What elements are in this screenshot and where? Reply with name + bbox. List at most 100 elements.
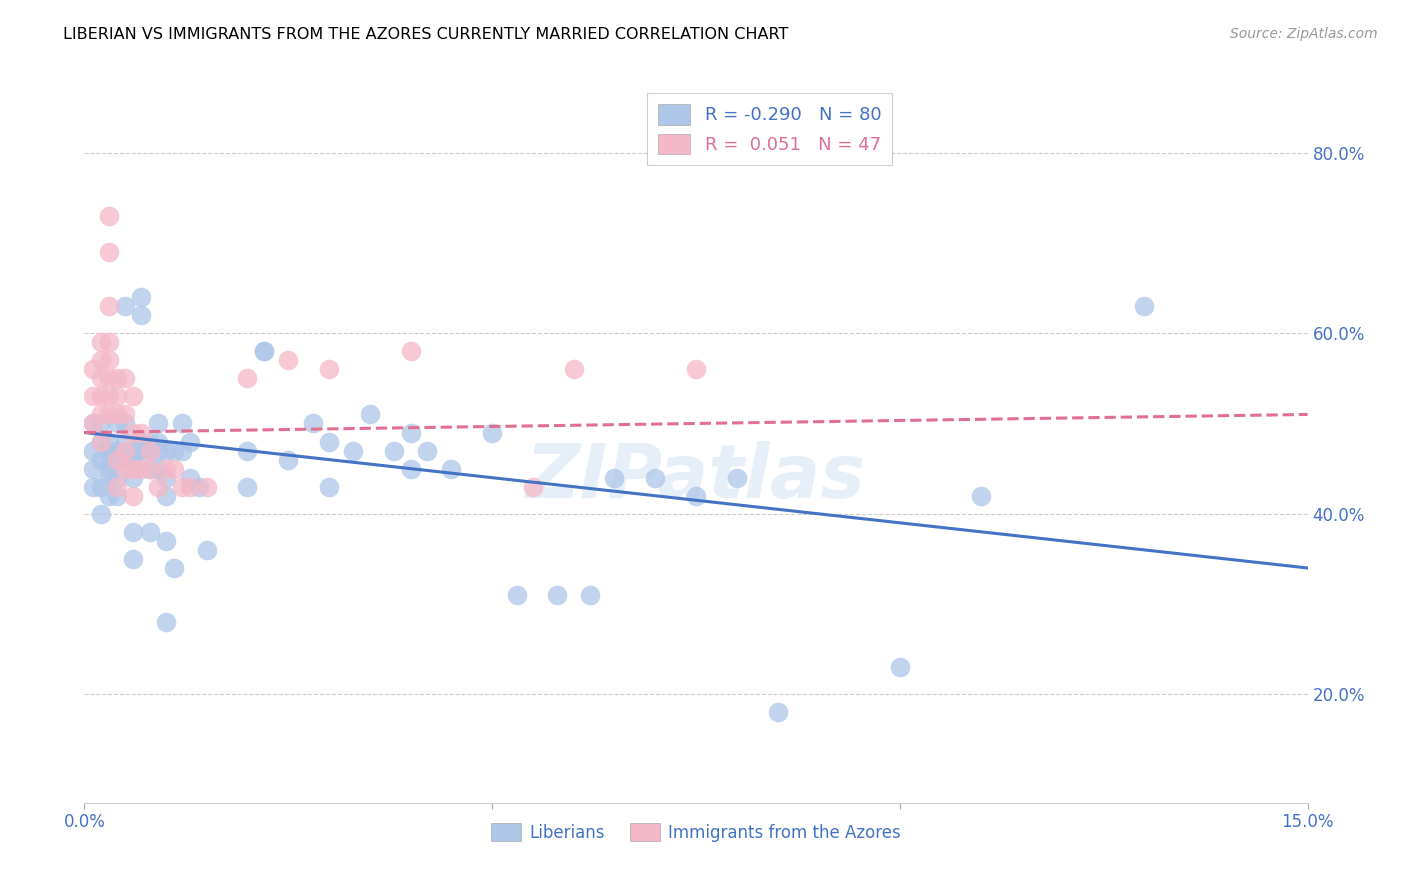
Point	[970, 489, 993, 503]
Point	[114, 461, 136, 475]
Point	[82, 417, 104, 431]
Point	[253, 344, 276, 359]
Point	[122, 552, 145, 566]
Point	[122, 489, 145, 503]
Point	[105, 443, 128, 458]
Point	[318, 434, 340, 449]
Point	[146, 434, 169, 449]
Point	[725, 471, 748, 485]
Point	[97, 434, 120, 449]
Point	[146, 417, 169, 431]
Point	[342, 443, 364, 458]
Point	[105, 417, 128, 431]
Point	[172, 417, 194, 431]
Point	[146, 443, 169, 458]
Point	[685, 489, 707, 503]
Point	[138, 434, 160, 449]
Point	[138, 524, 160, 539]
Point	[97, 471, 120, 485]
Point	[172, 443, 194, 458]
Point	[416, 443, 439, 458]
Point	[114, 299, 136, 313]
Point	[114, 417, 136, 431]
Point	[399, 344, 422, 359]
Text: Source: ZipAtlas.com: Source: ZipAtlas.com	[1230, 27, 1378, 41]
Point	[90, 434, 112, 449]
Point	[138, 443, 160, 458]
Point	[318, 480, 340, 494]
Point	[131, 443, 153, 458]
Point	[97, 461, 120, 475]
Point	[236, 371, 259, 385]
Point	[105, 389, 128, 403]
Point	[97, 489, 120, 503]
Point	[97, 452, 120, 467]
Point	[131, 461, 153, 475]
Point	[155, 533, 177, 548]
Point	[146, 461, 169, 475]
Point	[1133, 299, 1156, 313]
Point	[179, 480, 201, 494]
Point	[146, 480, 169, 494]
Point	[889, 660, 911, 674]
Point	[277, 353, 299, 368]
Point	[105, 371, 128, 385]
Point	[105, 452, 128, 467]
Point	[318, 362, 340, 376]
Point	[131, 425, 153, 440]
Legend: Liberians, Immigrants from the Azores: Liberians, Immigrants from the Azores	[484, 817, 908, 848]
Point	[603, 471, 626, 485]
Point	[253, 344, 276, 359]
Point	[82, 389, 104, 403]
Point	[163, 443, 186, 458]
Point	[122, 389, 145, 403]
Point	[97, 335, 120, 350]
Text: LIBERIAN VS IMMIGRANTS FROM THE AZORES CURRENTLY MARRIED CORRELATION CHART: LIBERIAN VS IMMIGRANTS FROM THE AZORES C…	[63, 27, 789, 42]
Point	[122, 524, 145, 539]
Point	[155, 461, 177, 475]
Point	[685, 362, 707, 376]
Point	[97, 244, 120, 259]
Point	[122, 452, 145, 467]
Point	[179, 471, 201, 485]
Point	[579, 588, 602, 602]
Point	[90, 371, 112, 385]
Point	[155, 471, 177, 485]
Point	[97, 443, 120, 458]
Point	[90, 452, 112, 467]
Point	[105, 489, 128, 503]
Point	[522, 480, 544, 494]
Point	[90, 335, 112, 350]
Point	[105, 408, 128, 422]
Point	[114, 452, 136, 467]
Point	[359, 408, 381, 422]
Point	[97, 353, 120, 368]
Point	[122, 471, 145, 485]
Point	[97, 371, 120, 385]
Point	[90, 417, 112, 431]
Point	[155, 489, 177, 503]
Point	[105, 471, 128, 485]
Point	[122, 461, 145, 475]
Point	[236, 480, 259, 494]
Text: ZIPatlas: ZIPatlas	[526, 442, 866, 514]
Point	[138, 443, 160, 458]
Point	[138, 461, 160, 475]
Point	[90, 480, 112, 494]
Point	[155, 443, 177, 458]
Point	[97, 209, 120, 223]
Point	[122, 443, 145, 458]
Point	[505, 588, 527, 602]
Point	[644, 471, 666, 485]
Point	[131, 308, 153, 322]
Point	[82, 461, 104, 475]
Point	[90, 408, 112, 422]
Point	[187, 480, 209, 494]
Point	[131, 434, 153, 449]
Point	[90, 353, 112, 368]
Point	[277, 452, 299, 467]
Point	[195, 542, 218, 557]
Point	[82, 480, 104, 494]
Point	[155, 615, 177, 630]
Point	[105, 452, 128, 467]
